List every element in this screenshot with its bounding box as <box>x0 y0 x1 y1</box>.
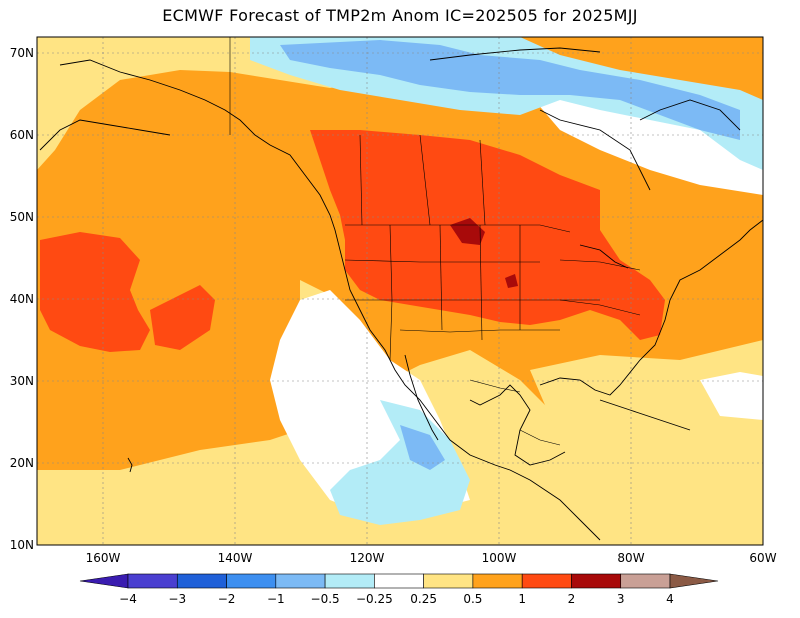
colorbar-tick-label: 0.5 <box>463 592 482 606</box>
colorbar-tick-label: −1 <box>267 592 285 606</box>
colorbar-swatch <box>472 573 523 589</box>
colorbar-tick-label: 0.25 <box>410 592 437 606</box>
colorbar-tick-label: 3 <box>617 592 625 606</box>
lat-label-20n: 20N <box>10 456 34 470</box>
colorbar-arrow-low <box>79 573 129 589</box>
colorbar-swatch <box>127 573 178 589</box>
coastlines <box>39 47 763 541</box>
anomaly-strong-warm-continent <box>310 130 665 340</box>
lat-label-60n: 60N <box>10 128 34 142</box>
colorbar-swatch <box>620 573 671 589</box>
lon-label-80w: 80W <box>617 551 644 565</box>
lon-label-140w: 140W <box>218 551 253 565</box>
colorbar-tick-label: −2 <box>218 592 236 606</box>
colorbar-tick-label: 4 <box>666 592 674 606</box>
graticule <box>37 37 763 545</box>
lon-label-100w: 100W <box>482 551 517 565</box>
anomaly-cool-mid-north <box>280 40 740 140</box>
colorbar-tick-label: 1 <box>518 592 526 606</box>
colorbar-swatch <box>275 573 326 589</box>
lat-label-30n: 30N <box>10 374 34 388</box>
colorbar: −4 −3 −2 −1 −0.5 −0.25 0.25 0.5 1 2 3 4 <box>79 573 719 606</box>
colorbar-swatch <box>571 573 622 589</box>
lon-label-160w: 160W <box>86 551 121 565</box>
anomaly-strong-warm-pacific-west <box>40 232 150 352</box>
colorbar-swatch <box>324 573 375 589</box>
colorbar-swatch <box>176 573 227 589</box>
colorbar-swatch <box>226 573 277 589</box>
colorbar-swatch <box>521 573 572 589</box>
lat-label-40n: 40N <box>10 292 34 306</box>
latitude-labels: 70N 60N 50N 40N 30N 20N 10N <box>10 46 34 552</box>
anomaly-strong-warm-pacific-east <box>150 285 215 350</box>
anomaly-neutral-atlantic <box>700 372 763 420</box>
lon-label-120w: 120W <box>350 551 385 565</box>
colorbar-tick-label: −0.5 <box>311 592 340 606</box>
longitude-labels: 160W 140W 120W 100W 80W 60W <box>86 551 777 565</box>
lat-label-70n: 70N <box>10 46 34 60</box>
colorbar-tick-label: −0.25 <box>356 592 393 606</box>
lat-label-50n: 50N <box>10 210 34 224</box>
anomaly-cool-light-baja <box>330 400 470 525</box>
colorbar-tick-label: −4 <box>119 592 137 606</box>
lon-label-60w: 60W <box>749 551 776 565</box>
map-title: ECMWF Forecast of TMP2m Anom IC=202505 f… <box>162 6 638 25</box>
political-boundaries <box>229 37 641 446</box>
anomaly-field <box>37 37 763 545</box>
map-frame <box>36 36 764 546</box>
lat-label-10n: 10N <box>10 538 34 552</box>
colorbar-swatch <box>374 573 424 589</box>
colorbar-tick-label: −3 <box>168 592 186 606</box>
anomaly-light-warm-east <box>530 340 763 470</box>
colorbar-tick-label: 2 <box>568 592 576 606</box>
colorbar-arrow-high <box>669 573 719 589</box>
anomaly-extreme-warm-patch-2 <box>505 274 518 288</box>
anomaly-cool-mid-baja <box>400 425 445 470</box>
colorbar-swatch <box>423 573 474 589</box>
